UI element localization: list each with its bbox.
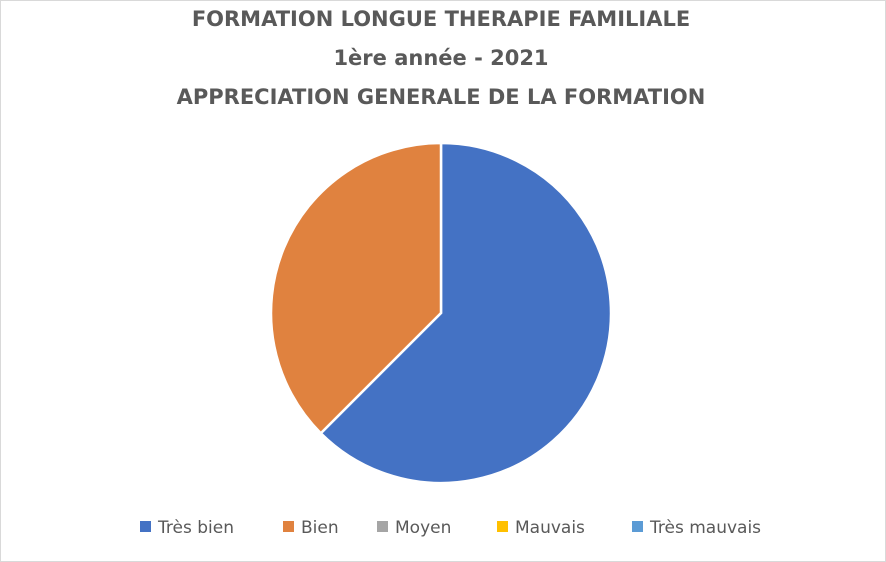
chart-title: 1ère année - 2021	[333, 46, 548, 70]
legend-swatch	[140, 521, 151, 532]
legend-swatch	[632, 521, 643, 532]
chart-title: APPRECIATION GENERALE DE LA FORMATION	[177, 85, 706, 109]
legend-label: Mauvais	[515, 518, 585, 538]
legend-label: Très mauvais	[649, 518, 761, 538]
legend-label: Bien	[301, 518, 339, 538]
chart-title: FORMATION LONGUE THERAPIE FAMILIALE	[192, 7, 690, 31]
legend-label: Moyen	[395, 518, 451, 538]
pie-slice	[319, 141, 613, 485]
legend-swatch	[283, 521, 294, 532]
legend-swatch	[377, 521, 388, 532]
pie-slice	[269, 141, 443, 435]
legend-swatch	[497, 521, 508, 532]
legend-label: Très bien	[157, 518, 234, 538]
